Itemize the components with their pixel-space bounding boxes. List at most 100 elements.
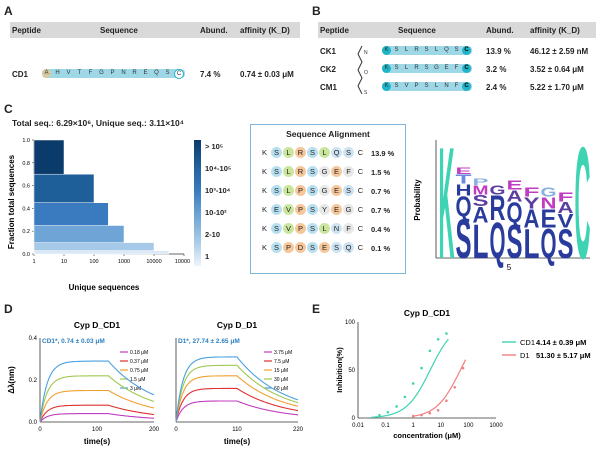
inhibition-point: [436, 337, 440, 341]
logo-letter: E: [541, 205, 557, 233]
bli-title: Cyp D_D1: [217, 320, 257, 330]
alignment-residue: R: [295, 166, 306, 177]
bar-xtick: 1000: [118, 259, 130, 265]
peptide-affinity: 0.74 ± 0.03 μM: [240, 70, 294, 79]
inhibition-xtick: 100: [463, 423, 474, 429]
alignment-residue: K: [259, 147, 270, 158]
bli-curve: [175, 375, 299, 423]
alignment-row: K S L R S G E F C 1.5 %: [259, 166, 401, 181]
alignment-residue: K: [259, 166, 270, 177]
logo-letter: S: [507, 216, 523, 269]
alignment-residue: S: [307, 242, 318, 253]
inhibition-legend-name: D1: [520, 351, 530, 360]
inhibition-point: [445, 399, 448, 403]
bli-title: Cyp D_CD1: [74, 320, 121, 330]
alignment-row: K S L P S G E S C 0.7 %: [259, 185, 401, 200]
alignment-pct: 0.1 %: [371, 244, 391, 253]
alignment-residue: P: [295, 185, 306, 196]
alignment-residue: V: [283, 223, 294, 234]
alignment-residue: F: [343, 223, 354, 234]
panel-b: Peptide Sequence Abund. affinity (K_D) N…: [318, 22, 596, 102]
inhibition-legend-value: 51.30 ± 5.17 μM: [536, 351, 591, 360]
bli-legend-label: 30 μM: [274, 377, 288, 383]
logo-letter: Q: [490, 212, 506, 269]
logo-letter: Y: [524, 195, 541, 212]
inhibition-point: [428, 411, 432, 415]
panel-a: Peptide Sequence Abund. affinity (K_D) C…: [10, 22, 300, 92]
alignment-residue: E: [271, 204, 282, 215]
logo-letter: C: [575, 130, 591, 290]
panel-label-d: D: [4, 302, 13, 316]
bli-chart-d1: Cyp D_D1 0 110 220 time(s) D1*, 27.74 ± 2.65 …: [174, 320, 303, 446]
bli-curve: [175, 387, 299, 423]
alignment-pct: 0.4 %: [371, 225, 391, 234]
inhibition-point: [411, 382, 415, 385]
sequence-logo: Probability 5 K SQHTELASMPQRGSQAELAYFQENG…: [413, 130, 591, 290]
abundance-legend: > 10⁵ 10⁴-10⁵ 10³-10⁴ 10-10² 2-10 1: [194, 140, 244, 270]
bli-curve: [39, 375, 155, 423]
bli-legend-label: 1.5 μM: [130, 377, 145, 383]
logo-letter: A: [558, 200, 575, 217]
logo-letter: Q: [507, 198, 523, 230]
logo-letter: E: [507, 178, 523, 193]
logo-letter: L: [473, 216, 489, 269]
inhibition-point: [378, 413, 381, 417]
legend-label: 2-10: [205, 230, 221, 239]
inhibition-point: [420, 366, 423, 370]
alignment-residue: S: [331, 242, 342, 253]
bar-xtick: 10000: [146, 259, 161, 265]
bli-ytick: 0.0: [29, 420, 38, 426]
alignment-residue: L: [283, 147, 294, 158]
legend-label: 1: [205, 252, 210, 261]
inhibition-xtick: 0.1: [381, 423, 390, 429]
bli-legend-label: 0.18 μM: [130, 350, 148, 356]
logo-letter: S: [558, 221, 574, 267]
panel-b-rows: CK1 K S L R S L Q S C 13.9 % 46.12 ± 2.59 nM CK2 K S L R…: [318, 46, 596, 102]
bli-curve: [39, 413, 155, 423]
inhibition-point: [386, 410, 390, 414]
alignment-residue: Q: [343, 242, 354, 253]
alignment-residue: P: [295, 223, 306, 234]
logo-letter: A: [507, 188, 524, 205]
bar-ytick: 0.6: [22, 184, 30, 190]
col-abund: Abund.: [486, 26, 514, 35]
inhibition-xtick: 0.01: [352, 423, 364, 429]
logo-letter: K: [439, 130, 455, 290]
alignment-residue: C: [355, 166, 366, 177]
alignment-residue: P: [283, 242, 294, 253]
residue-bead: K: [382, 64, 391, 73]
inhibition-point: [395, 405, 398, 408]
residue-bead: S: [392, 46, 401, 55]
residue-bead: C: [462, 46, 471, 55]
bli-ytick: 0.4: [29, 336, 38, 342]
residue-bead: F: [452, 82, 461, 91]
logo-letter: S: [473, 193, 489, 210]
alignment-residue: S: [271, 147, 282, 158]
residue-bead: S: [422, 82, 431, 91]
alignment-residue: S: [271, 223, 282, 234]
inhibition-point: [436, 409, 440, 412]
logo-letter: E: [456, 166, 472, 177]
residue-bead: S: [452, 46, 461, 55]
inhibition-point: [445, 332, 448, 335]
residue-bead: Q: [152, 69, 161, 78]
logo-letter: N: [541, 195, 557, 212]
bli-chart-cd1: Cyp D_CD1 0.0 0.2 0.4 Δλ(nm) 0 100 200 time(s) CD…: [7, 320, 160, 446]
inhibition-xtick: 10: [437, 423, 444, 429]
bar-xtick: 100000: [175, 259, 190, 265]
panel-label-c: C: [4, 102, 13, 116]
residue-bead: R: [130, 69, 139, 78]
residue-bead: V: [402, 82, 411, 91]
inhibition-xlabel: concentration (μM): [393, 431, 461, 440]
peptide-name: CK1: [320, 47, 337, 56]
residue-bead: N: [119, 69, 128, 78]
bli-xtick: 100: [92, 427, 103, 433]
bli-ytick: 0.2: [29, 378, 38, 384]
peptide-abund: 7.4 %: [200, 70, 221, 79]
alignment-residue: C: [355, 185, 366, 196]
bli-legend-label: 0.37 μM: [130, 359, 148, 365]
logo-letter: R: [490, 189, 506, 228]
residue-bead: F: [452, 64, 461, 73]
residue-bead: E: [442, 64, 451, 73]
residue-bead: C: [462, 64, 471, 73]
